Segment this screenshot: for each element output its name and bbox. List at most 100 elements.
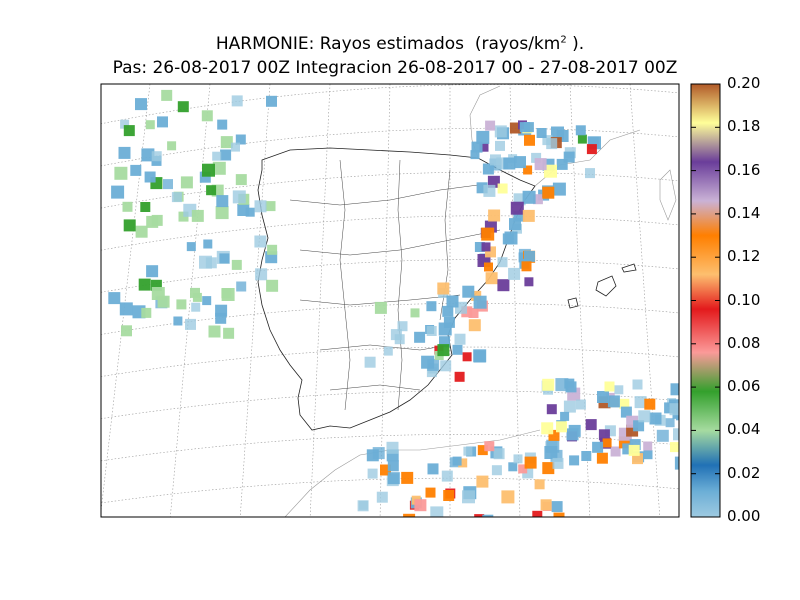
lightning-cell (604, 425, 616, 437)
lightning-cell (669, 403, 679, 416)
lightning-cell (518, 464, 528, 474)
lightning-cell (665, 418, 675, 428)
lightning-cell (135, 225, 148, 238)
lightning-cell (477, 445, 488, 456)
lightning-cell (577, 134, 587, 144)
lightning-cell (157, 116, 168, 128)
lightning-cell (235, 134, 246, 145)
lightning-cell (481, 227, 495, 241)
lightning-cell (202, 296, 212, 306)
lightning-cells (108, 89, 679, 517)
colorbar-tick-label: 0.00 (727, 507, 761, 525)
lightning-cell (497, 183, 508, 194)
lightning-cell (167, 141, 177, 151)
lightning-cell (476, 475, 489, 488)
lightning-cell (458, 458, 468, 468)
lightning-cell (485, 272, 498, 285)
lightning-cell (443, 490, 455, 501)
lightning-cell (598, 429, 610, 441)
lightning-cell (542, 186, 555, 199)
lightning-cell (649, 412, 662, 425)
lightning-cell (219, 253, 230, 264)
lightning-cell (235, 174, 247, 186)
lightning-cell (524, 277, 534, 287)
lightning-cell (426, 301, 437, 312)
lightning-cell (191, 209, 204, 222)
lightning-cell (199, 171, 211, 183)
lightning-cell (140, 202, 151, 212)
lightning-cell (440, 360, 452, 372)
lightning-cell (414, 331, 426, 343)
lightning-cell (670, 383, 679, 396)
lightning-cell (569, 455, 580, 466)
lightning-cell (674, 456, 679, 470)
lightning-cell (111, 185, 125, 199)
lightning-cell (607, 395, 620, 408)
lightning-cell (476, 182, 488, 194)
lightning-cell (629, 439, 641, 451)
lightning-cell (485, 246, 496, 258)
lightning-cell (217, 119, 228, 130)
lightning-cell (386, 441, 399, 454)
lightning-cell (141, 148, 155, 162)
lightning-cell (508, 267, 521, 280)
lightning-cell (522, 467, 534, 479)
lightning-cell (380, 464, 391, 476)
lightning-cell (560, 411, 570, 421)
lightning-cell (454, 333, 466, 345)
lightning-cell (118, 146, 131, 159)
lightning-cell (150, 279, 162, 291)
lightning-cell (390, 329, 402, 341)
lightning-cell (544, 164, 557, 178)
colorbar-tick-label: 0.12 (727, 247, 761, 266)
lightning-cell (265, 201, 276, 212)
lightning-cell (364, 356, 376, 368)
lightning-cell (254, 200, 267, 213)
lightning-cell (387, 460, 399, 472)
lightning-cell (401, 471, 414, 484)
lightning-cell (437, 344, 450, 357)
lightning-cell (585, 419, 597, 431)
lightning-cell (553, 512, 565, 517)
lightning-cell (130, 164, 142, 176)
lightning-cell (485, 120, 496, 131)
lightning-cell (482, 163, 494, 175)
lightning-cell (474, 514, 485, 517)
lightning-cell (487, 175, 500, 188)
lightning-cell (358, 500, 368, 510)
lightning-cell (473, 349, 487, 363)
colorbar-tick-label: 0.06 (727, 377, 761, 396)
lightning-cell (514, 156, 526, 169)
lightning-cell (430, 506, 444, 517)
lightning-cell (468, 319, 481, 332)
lightning-cell (548, 429, 560, 441)
lightning-cell (236, 281, 247, 292)
lightning-cell (493, 448, 505, 460)
lightning-cell (426, 326, 437, 336)
lightning-cell (494, 125, 507, 138)
lightning-cell (482, 514, 494, 517)
mallorca (595, 275, 617, 297)
lightning-cell (267, 244, 278, 255)
lightning-cell (176, 299, 187, 310)
map-title: HARMONIE: Rayos estimados (rayos/km2 ). (0, 34, 800, 54)
lightning-cell (476, 130, 490, 144)
lightning-cell (463, 446, 473, 456)
lightning-cell (216, 195, 229, 208)
ibiza (567, 297, 579, 309)
lightning-cell (414, 499, 427, 512)
lightning-cell (212, 151, 222, 161)
lightning-cell (231, 142, 240, 152)
lightning-cell (556, 421, 567, 433)
lightning-cell (620, 406, 632, 418)
lightning-cell (163, 179, 173, 190)
lightning-cell (441, 470, 453, 482)
lightning-cell (123, 125, 135, 137)
lightning-cell (513, 454, 523, 464)
lightning-cell (524, 134, 535, 146)
lightning-cell (145, 120, 155, 130)
lightning-cell (232, 190, 246, 204)
lightning-cell (638, 410, 651, 423)
colorbar-tick-label: 0.04 (727, 420, 761, 439)
lightning-cell (201, 110, 213, 122)
